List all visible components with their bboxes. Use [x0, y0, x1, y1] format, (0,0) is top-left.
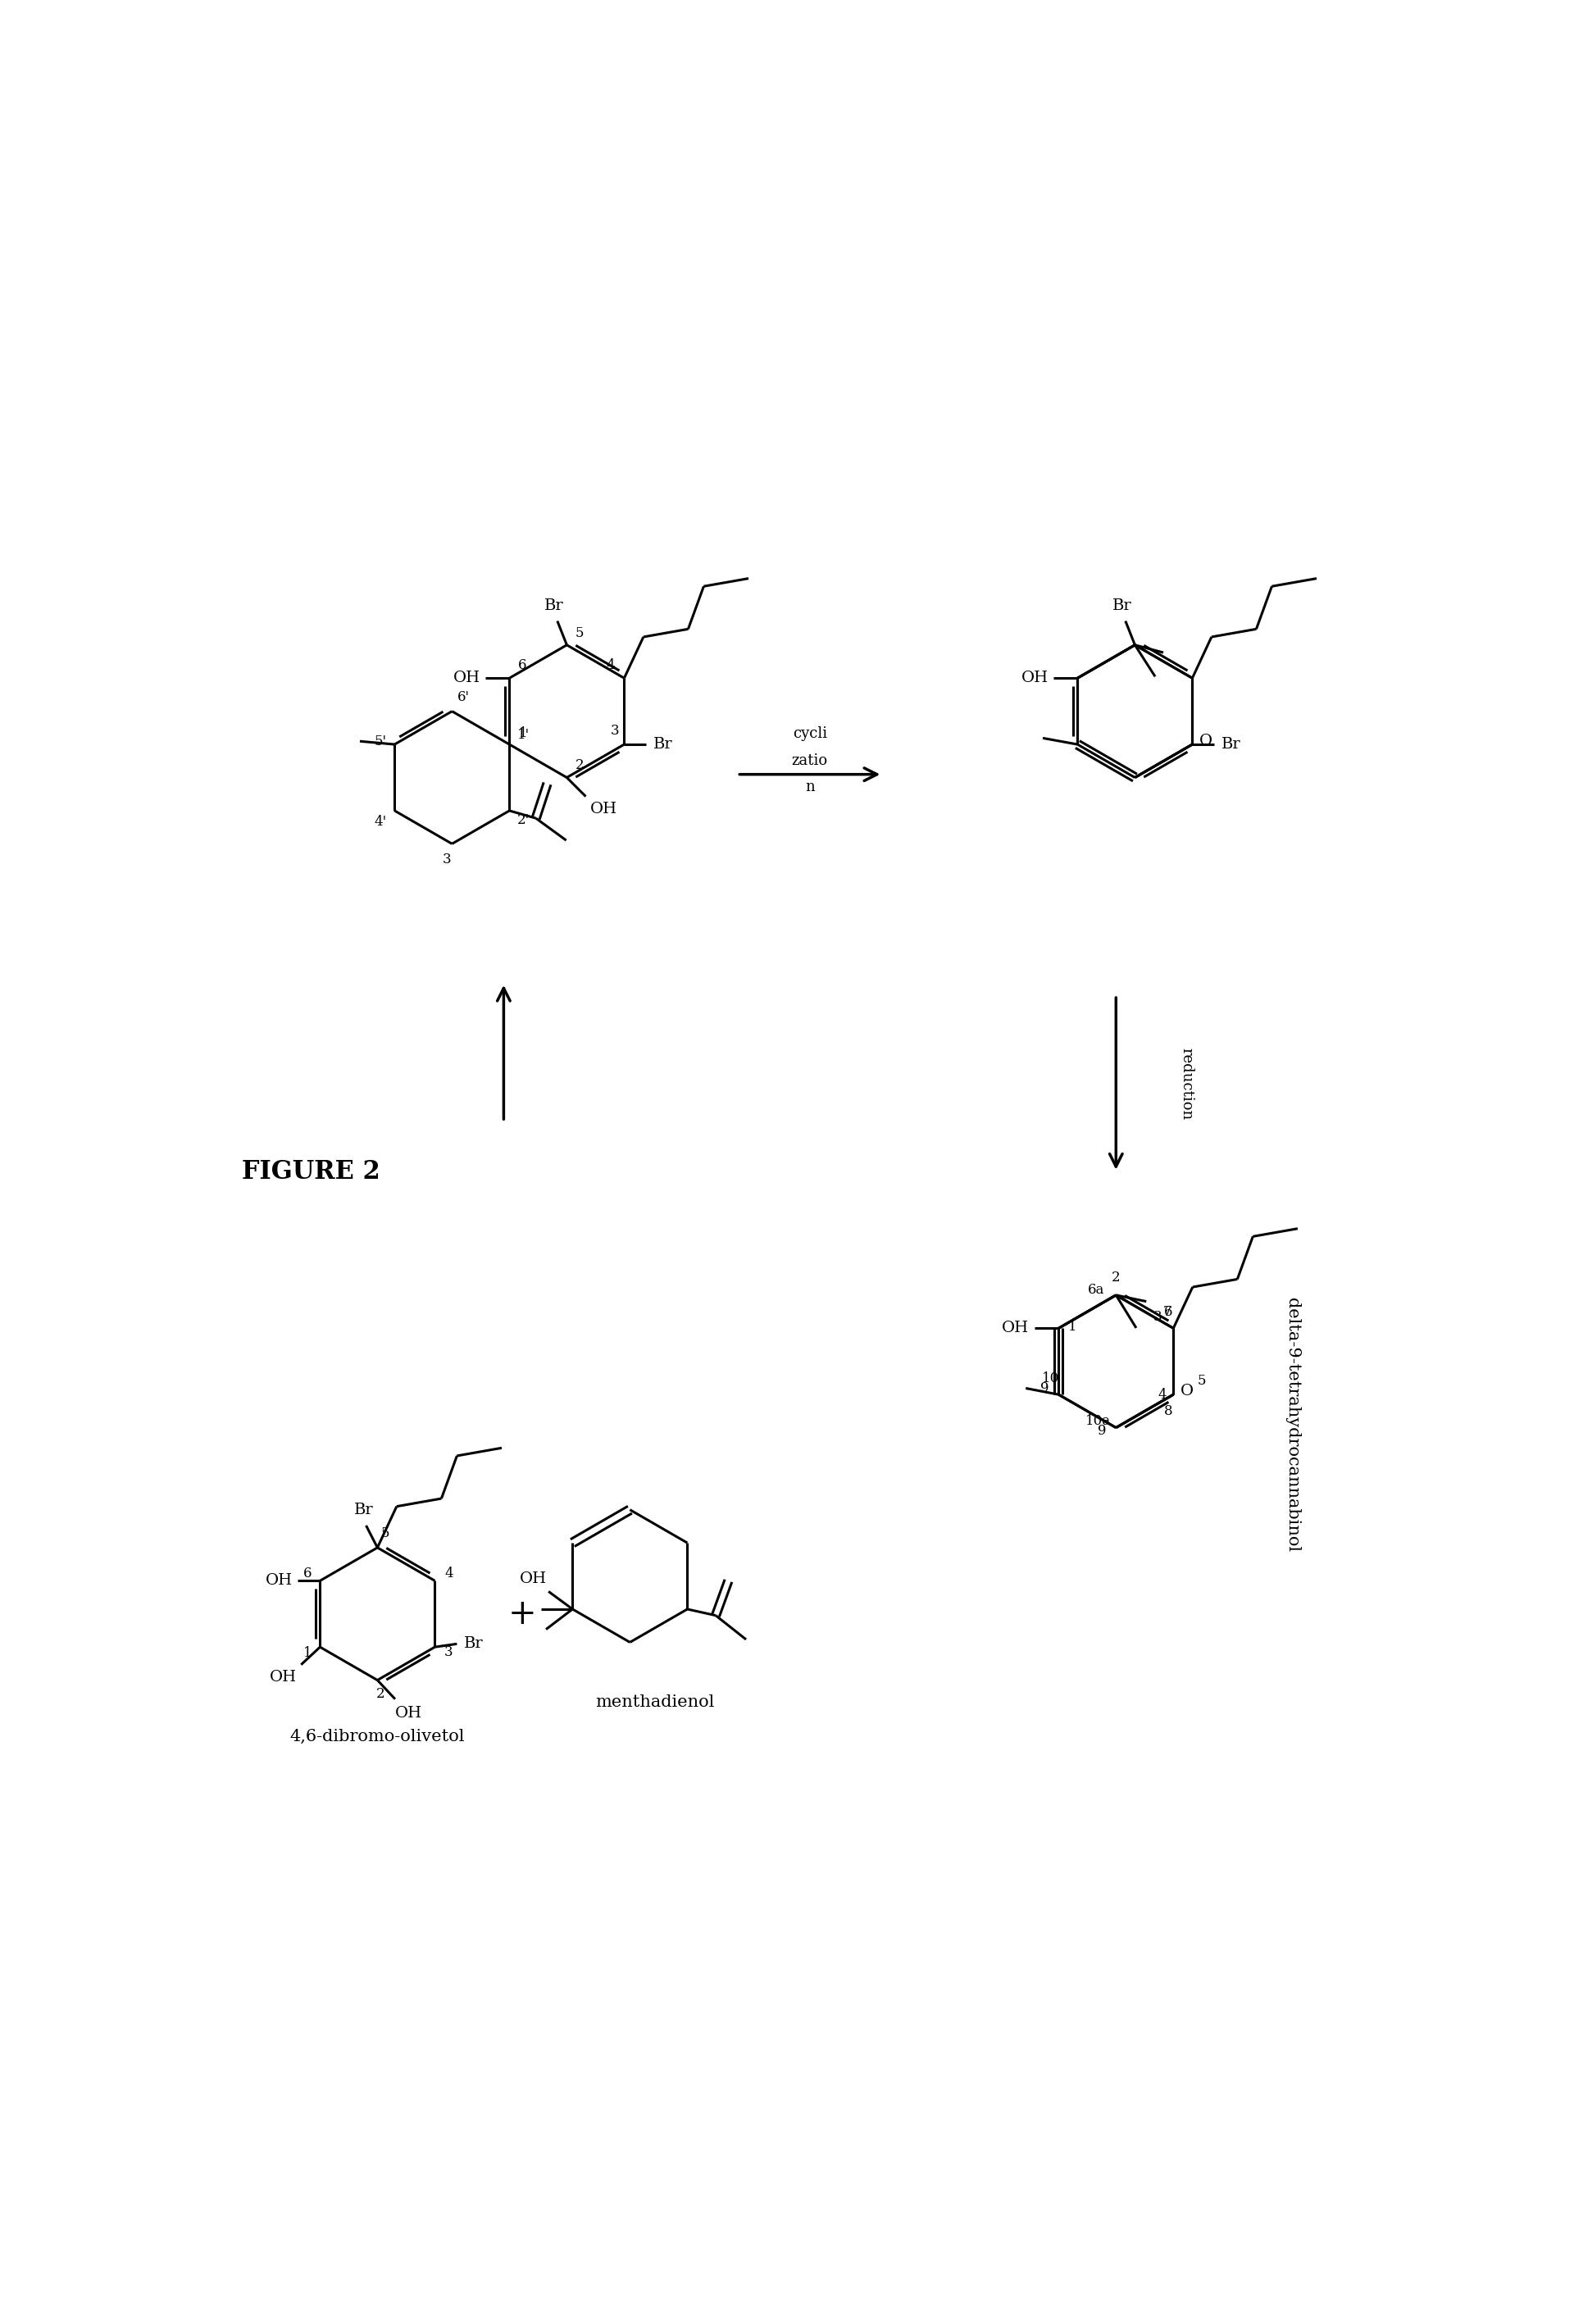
Text: 6a: 6a: [1088, 1283, 1103, 1297]
Text: 7: 7: [1163, 1304, 1171, 1318]
Text: 3: 3: [444, 1645, 453, 1659]
Text: 2: 2: [575, 758, 584, 772]
Text: OH: OH: [266, 1573, 293, 1587]
Text: Br: Br: [464, 1636, 483, 1652]
Text: 6: 6: [518, 658, 526, 672]
Text: OH: OH: [519, 1571, 548, 1587]
Text: n: n: [804, 779, 815, 795]
Text: reduction: reduction: [1179, 1048, 1193, 1120]
Text: Br: Br: [1113, 600, 1132, 614]
Text: Br: Br: [653, 737, 674, 751]
Text: 9: 9: [1097, 1425, 1107, 1439]
Text: OH: OH: [1003, 1320, 1029, 1336]
Text: 3: 3: [611, 723, 619, 737]
Text: 2': 2': [518, 813, 529, 827]
Text: 4: 4: [1157, 1387, 1166, 1401]
Text: FIGURE 2: FIGURE 2: [242, 1160, 379, 1185]
Text: 6: 6: [1165, 1304, 1173, 1318]
Text: 4': 4': [375, 816, 387, 830]
Text: 10a: 10a: [1086, 1415, 1111, 1429]
Text: 3: 3: [442, 853, 452, 867]
Text: 5: 5: [381, 1527, 389, 1541]
Text: OH: OH: [590, 802, 617, 816]
Text: 9: 9: [1040, 1380, 1048, 1394]
Text: 5': 5': [375, 734, 387, 748]
Text: 5: 5: [1198, 1373, 1206, 1387]
Text: 6: 6: [304, 1566, 312, 1580]
Text: delta-9-tetrahydrocannabinol: delta-9-tetrahydrocannabinol: [1284, 1297, 1300, 1552]
Text: 1': 1': [518, 727, 529, 741]
Text: 4: 4: [444, 1566, 453, 1580]
Text: OH: OH: [1022, 672, 1048, 686]
Text: menthadienol: menthadienol: [595, 1694, 715, 1710]
Text: 1: 1: [519, 725, 527, 739]
Text: Br: Br: [1221, 737, 1242, 751]
Text: OH: OH: [395, 1706, 422, 1720]
Text: 6': 6': [456, 690, 469, 704]
Text: OH: OH: [269, 1671, 297, 1685]
Text: 5: 5: [575, 627, 584, 641]
Text: O: O: [1180, 1385, 1195, 1399]
Text: 8: 8: [1165, 1404, 1173, 1418]
Text: 2: 2: [376, 1687, 386, 1701]
Text: 3: 3: [1154, 1311, 1162, 1325]
Text: Br: Br: [545, 600, 563, 614]
Text: 1: 1: [304, 1645, 312, 1659]
Text: 1: 1: [1069, 1320, 1077, 1334]
Text: OH: OH: [453, 672, 480, 686]
Text: Br: Br: [354, 1501, 373, 1518]
Text: +: +: [508, 1597, 537, 1631]
Text: cycli: cycli: [793, 725, 826, 741]
Text: O: O: [1199, 734, 1214, 748]
Text: zatio: zatio: [792, 753, 828, 767]
Text: 10: 10: [1042, 1371, 1059, 1385]
Text: 4: 4: [606, 658, 615, 672]
Text: 2: 2: [1111, 1271, 1121, 1285]
Text: 4,6-dibromo-olivetol: 4,6-dibromo-olivetol: [290, 1729, 464, 1745]
